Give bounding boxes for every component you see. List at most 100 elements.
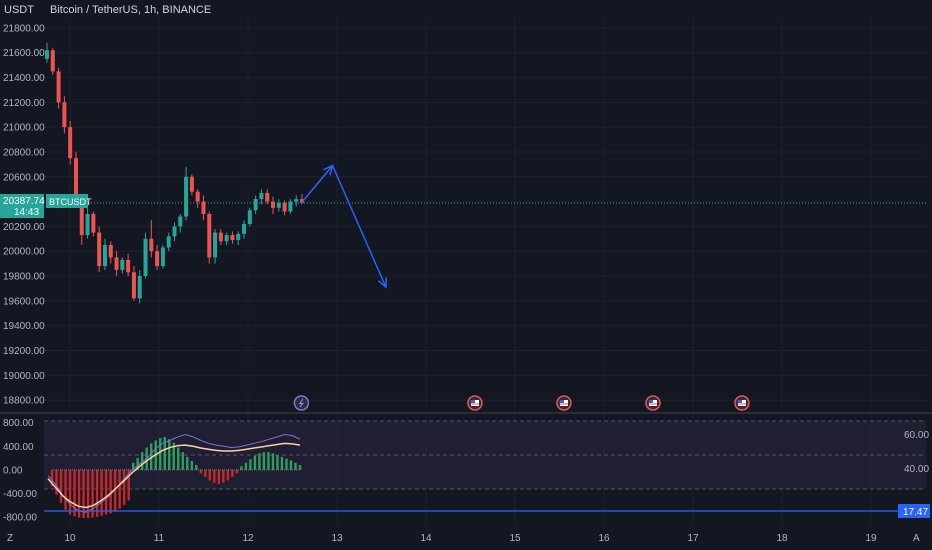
candle-body (184, 176, 189, 217)
price-tick-label: 20600.00 (3, 172, 45, 183)
candle-body (79, 199, 84, 236)
flag-canton (470, 400, 475, 403)
candle-body (62, 102, 67, 128)
candle-body (137, 276, 142, 299)
price-tick-label: 19800.00 (3, 272, 45, 283)
price-tick-label: 21000.00 (3, 123, 45, 134)
candle-body (50, 50, 55, 72)
time-tick-label: 13 (331, 533, 343, 544)
time-tick-label: 19 (865, 533, 877, 544)
projection-arrow-shaft (331, 165, 387, 288)
time-tick-label: 18 (776, 533, 788, 544)
candle-body (247, 210, 252, 224)
oscillator-grid (44, 420, 926, 490)
currency-label: USDT (4, 4, 34, 16)
symbol-badge: BTCUSDT (49, 197, 92, 207)
price-tick-label: 21400.00 (3, 73, 45, 84)
candle-body (160, 247, 165, 267)
oscillator-fast-line (47, 433, 301, 513)
candle-body (218, 232, 223, 242)
candle-body (282, 202, 287, 212)
oscillator-left-tick: 400.00 (3, 442, 34, 453)
time-tick-label: 14 (420, 533, 432, 544)
candle-body (131, 272, 136, 299)
time-tick-label: 16 (598, 533, 610, 544)
price-tick-label: 19600.00 (3, 296, 45, 307)
oscillator-left-tick: -800.00 (3, 512, 37, 523)
time-axis: 10 11 12 13 14 15 16 17 18 19 (64, 533, 877, 544)
candle-body (271, 201, 276, 208)
oscillator-right-tick: 60.00 (904, 430, 929, 441)
oscillator-left-tick: 0.00 (3, 465, 23, 476)
candle-body (236, 233, 241, 241)
price-tick-label: 20000.00 (3, 247, 45, 258)
projection-arrow-shaft (300, 165, 334, 204)
time-tick-label: 12 (242, 533, 254, 544)
candle-body (120, 259, 125, 270)
time-tick-label: 11 (154, 533, 165, 544)
candle-body (213, 232, 218, 258)
projection-arrows[interactable] (300, 164, 388, 289)
price-tick-label: 20200.00 (3, 222, 45, 233)
candle-body (91, 214, 96, 233)
candle-body (189, 176, 194, 192)
time-tick-label: 10 (64, 533, 76, 544)
current-price-badge: 20387.74 14:43 BTCUSDT (0, 194, 92, 218)
candle-body (242, 223, 247, 234)
candle-body (265, 192, 270, 202)
current-price-badge-bg (0, 194, 44, 218)
price-tick-label: 19200.00 (3, 346, 45, 357)
candle-body (166, 236, 171, 248)
oscillator-axis: 800.00 400.00 0.00 -400.00 -800.00 60.00 40.00 (3, 418, 929, 523)
flag-canton (648, 400, 653, 403)
auto-scale-toggle-icon[interactable]: A (913, 533, 920, 544)
candle-body (201, 201, 206, 214)
candle-body (45, 50, 49, 59)
candle-body (143, 238, 148, 277)
candle-body (68, 127, 73, 159)
flag-canton (559, 400, 564, 403)
flag-canton (737, 400, 742, 403)
oscillator-left-tick: -400.00 (3, 489, 37, 500)
price-tick-label: 20800.00 (3, 147, 45, 158)
timezone-toggle-icon[interactable]: Z (7, 533, 13, 544)
candle-body (108, 245, 113, 258)
oscillator-lines (47, 433, 301, 513)
current-price-value: 20387.74 (3, 196, 45, 207)
candle-body (56, 71, 61, 103)
candle-body (97, 232, 102, 267)
candle-body (207, 214, 212, 258)
candle-body (288, 201, 293, 212)
candle-body (195, 191, 200, 202)
candle-body (230, 235, 235, 241)
candle-body (85, 214, 90, 236)
oscillator-right-tick: 40.00 (904, 464, 929, 475)
price-tick-label: 21800.00 (3, 23, 45, 34)
price-tick-label: 19400.00 (3, 321, 45, 332)
price-tick-label: 21600.00 (3, 48, 45, 59)
candle-body (73, 158, 78, 200)
time-tick-label: 17 (687, 533, 699, 544)
oscillator-histogram (50, 436, 302, 519)
oscillator-level-badge (898, 504, 930, 518)
oscillator-level-value: 17.47 (903, 507, 928, 518)
price-tick-label: 21200.00 (3, 98, 45, 109)
price-axis: 21800.00 21600.00 21400.00 21200.00 21000.00… (3, 23, 45, 406)
candle-body (259, 192, 264, 200)
candle-countdown: 14:43 (14, 207, 39, 218)
oscillator-signal-line (47, 442, 301, 509)
candle-body (294, 199, 299, 202)
candle-body (172, 226, 177, 237)
candle-body (178, 216, 183, 227)
candle-body (114, 257, 119, 270)
candle-body (149, 238, 154, 252)
time-tick-label: 15 (509, 533, 521, 544)
oscillator-left-tick: 800.00 (3, 418, 34, 429)
chart-title: Bitcoin / TetherUS, 1h, BINANCE (50, 4, 211, 16)
candle-body (224, 235, 229, 242)
candle-body (253, 199, 258, 211)
event-markers[interactable] (293, 395, 750, 411)
candle-body (155, 251, 160, 267)
projection-arrowhead (377, 277, 388, 289)
